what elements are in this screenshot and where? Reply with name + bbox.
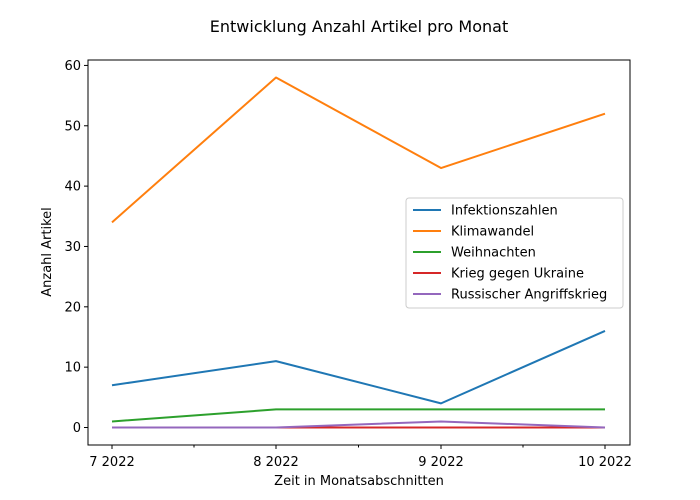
y-tick-label: 10	[64, 361, 81, 376]
y-axis-label: Anzahl Artikel	[40, 207, 55, 297]
series-line-4	[112, 420, 606, 429]
legend-label: Klimawandel	[451, 225, 534, 240]
plot-area	[111, 76, 606, 429]
x-tick-label: 9 2022	[418, 455, 464, 470]
y-tick-label: 20	[64, 300, 81, 315]
legend: Infektionszahlen Klimawandel Weihnachten Kr…	[405, 197, 624, 309]
x-tick-label: 8 2022	[253, 455, 299, 470]
series-line-1	[111, 76, 606, 224]
legend-box	[405, 197, 624, 309]
legend-label: Weihnachten	[451, 246, 536, 261]
legend-label: Krieg gegen Ukraine	[451, 267, 584, 282]
y-tick-label: 60	[64, 59, 81, 74]
x-axis-label: Zeit in Monatsabschnitten	[274, 474, 444, 489]
y-axis: 0 10 20 30 40 50 60	[64, 59, 88, 436]
legend-label: Russischer Angriffskrieg	[451, 288, 607, 303]
series-line-0	[111, 330, 606, 405]
y-tick-label: 40	[64, 180, 81, 195]
x-tick-label: 7 2022	[89, 455, 135, 470]
chart-title: Entwicklung Anzahl Artikel pro Monat	[210, 17, 508, 36]
legend-label: Infektionszahlen	[451, 204, 558, 219]
y-tick-label: 0	[73, 421, 81, 436]
y-tick-label: 30	[64, 240, 81, 255]
y-tick-label: 50	[64, 119, 81, 134]
x-tick-label: 10 2022	[578, 455, 632, 470]
series-line-2	[111, 408, 605, 423]
x-axis: 7 2022 8 2022 9 2022 10 2022	[89, 445, 632, 470]
